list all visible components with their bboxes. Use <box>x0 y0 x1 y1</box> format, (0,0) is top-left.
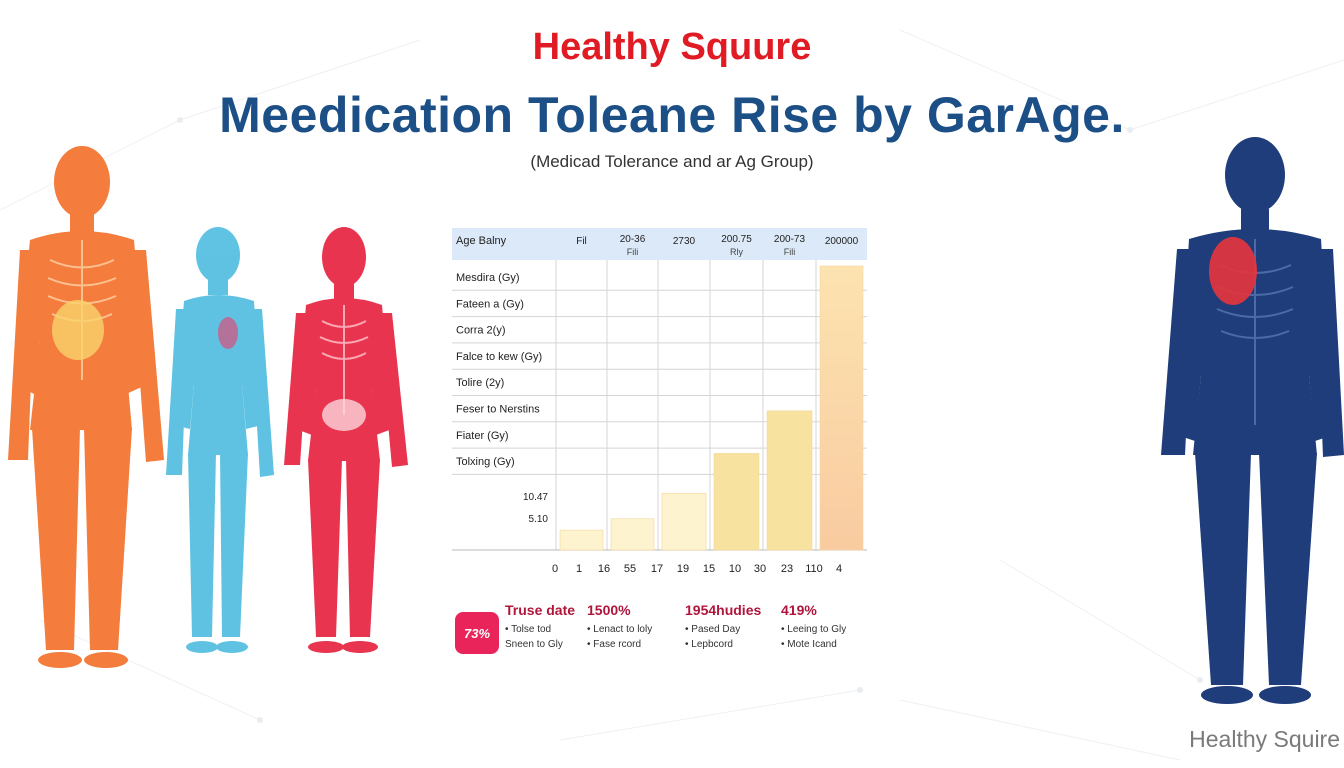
x-tick-label: 110 <box>805 563 823 575</box>
bar <box>819 265 864 551</box>
stat-head: Truse date <box>505 602 576 618</box>
column-header: Fil <box>576 236 587 247</box>
x-tick-label: 55 <box>624 563 636 575</box>
stat-head: 419% <box>781 602 817 618</box>
page-title: Meedication Toleane Rise by GarAge. <box>219 87 1125 143</box>
red-anatomy-figure <box>284 227 408 653</box>
x-tick-label: 23 <box>781 563 793 575</box>
stat-line: • Lenact to loly <box>587 624 653 635</box>
stat-block: 1954hudies • Pased Day • Lepbcord <box>685 602 761 650</box>
x-tick-label: 30 <box>754 563 766 575</box>
row-label: Mesdira (Gy) <box>456 272 520 284</box>
column-header: 200000 <box>825 236 859 247</box>
x-tick-label: 10 <box>729 563 741 575</box>
stat-block: Truse date • Tolse tod Sneen to Gly <box>505 602 575 650</box>
row-label: Feser to Nerstins <box>456 404 540 416</box>
stats-strip: 73% Truse date • Tolse tod Sneen to Gly … <box>455 602 875 662</box>
page-subtitle: (Medicad Tolerance and ar Ag Group) <box>530 152 814 171</box>
stat-line: • Pased Day <box>685 624 741 635</box>
y-tick-label: 5.10 <box>529 514 549 525</box>
stat-line: • Tolse tod <box>505 624 552 635</box>
orange-body <box>8 146 164 668</box>
row-label: Tolire (2y) <box>456 377 504 389</box>
column-header: 200.75 <box>721 234 752 245</box>
x-tick-label: 17 <box>651 563 663 575</box>
stat-head: 1500% <box>587 602 631 618</box>
row-label: Tolxing (Gy) <box>456 456 515 468</box>
orange-anatomy-figure <box>8 146 164 668</box>
table-header-band <box>452 228 867 260</box>
x-tick-label: 16 <box>598 563 610 575</box>
column-header: 200-73 <box>774 234 806 245</box>
stat-line: • Mote Icand <box>781 639 837 650</box>
column-header: 20-36 <box>620 234 646 245</box>
stat-block: 1500% • Lenact to loly • Fase rcord <box>587 602 652 650</box>
table-header-first: Age Balny <box>456 235 507 247</box>
column-header-sub: Fili <box>784 247 796 257</box>
brand-title: Healthy Squure <box>532 26 812 68</box>
y-tick-label: 10.47 <box>523 492 548 503</box>
column-header-sub: Rly <box>730 247 743 257</box>
column-header: 2730 <box>673 236 696 247</box>
stat-line: • Leeing to Gly <box>781 624 847 635</box>
x-tick-label: 0 <box>552 563 558 575</box>
x-tick-label: 4 <box>836 563 842 575</box>
row-label: Fiater (Gy) <box>456 430 509 442</box>
watermark-logo-text: Healthy Squire <box>1189 726 1340 752</box>
percent-badge: 73% <box>455 612 499 654</box>
x-tick-label: 19 <box>677 563 689 575</box>
blue-anatomy-figure <box>166 227 274 653</box>
x-tick-label: 15 <box>703 563 715 575</box>
tolerance-bar-chart: Age Balny Fil 20-36 Fili 2730 200.75 Rly 200-7… <box>452 228 867 575</box>
bar <box>766 410 813 551</box>
bar <box>713 453 760 551</box>
row-label: Corra 2(y) <box>456 325 506 337</box>
stat-line: Sneen to Gly <box>505 639 563 650</box>
stat-block: 419% • Leeing to Gly • Mote Icand <box>781 602 846 650</box>
bar <box>661 492 707 551</box>
stat-line: • Fase rcord <box>587 639 642 650</box>
bar <box>559 529 604 551</box>
row-label: Fateen a (Gy) <box>456 298 524 310</box>
stat-head: 1954hudies <box>685 602 762 618</box>
stat-line: • Lepbcord <box>685 639 733 650</box>
navy-anatomy-figure <box>1161 137 1344 704</box>
column-header-sub: Fili <box>627 247 639 257</box>
bar <box>610 518 655 551</box>
row-label: Falce to kew (Gy) <box>456 351 542 363</box>
x-tick-label: 1 <box>576 563 582 575</box>
